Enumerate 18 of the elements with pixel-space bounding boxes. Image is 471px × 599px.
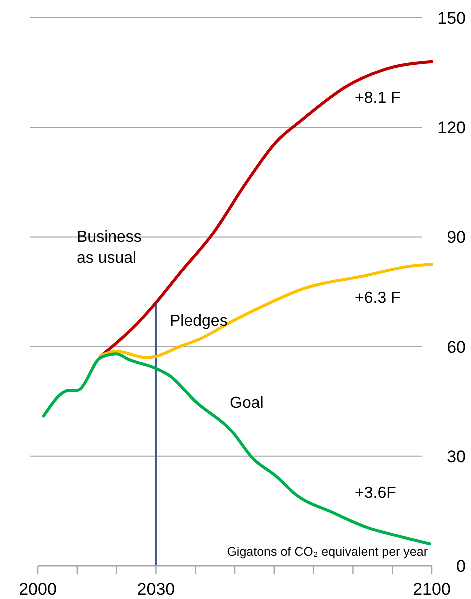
y-tick-label: 30 [447, 447, 466, 466]
y-tick-label: 90 [447, 228, 466, 248]
text: Business as usual [77, 229, 142, 267]
y-tick-label: 150 [438, 8, 466, 28]
y-tick-label: 0 [456, 556, 466, 576]
x-tick-label: 2100 [413, 580, 451, 599]
line-series [42, 352, 432, 546]
annotation: +6.3 F [355, 290, 402, 307]
y-tick-label: 120 [438, 118, 466, 138]
series-label: Pledges [170, 313, 228, 330]
annotation: +3.6F [355, 485, 397, 502]
y-axis-title: Gigatons of CO₂ equivalent per year [227, 545, 428, 559]
series-label: Goal [230, 395, 264, 412]
annotation: +8.1 F [355, 90, 402, 107]
x-tick-label: 2000 [19, 580, 57, 599]
y-tick-label: 60 [447, 338, 466, 357]
x-tick-label: 2030 [137, 580, 176, 599]
line-series [100, 263, 434, 360]
